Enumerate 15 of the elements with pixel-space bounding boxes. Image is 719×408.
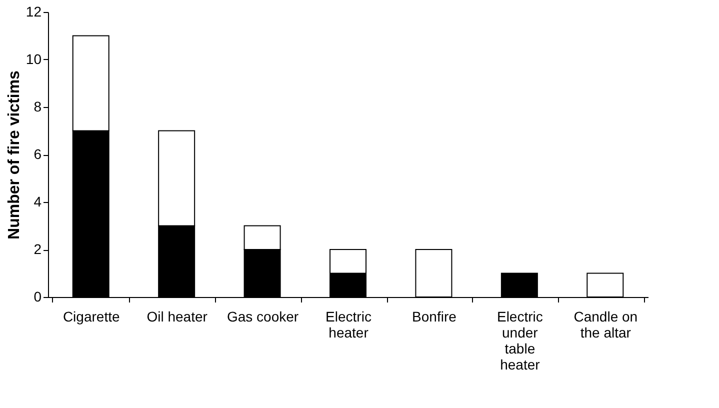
x-tick-label: Candle on the altar — [574, 308, 638, 340]
y-tick-label: 8 — [34, 98, 42, 114]
y-tick-label: 6 — [34, 146, 42, 162]
y-tick-label: 4 — [34, 194, 42, 210]
x-tick-label: Electric heater — [326, 308, 372, 340]
x-tick-label: Bonfire — [412, 308, 457, 324]
x-tick-label: Cigarette — [62, 308, 120, 324]
y-tick-label: 2 — [34, 241, 42, 257]
x-tick-label: Electric under table heater — [496, 308, 543, 372]
y-axis-title: Number of fire victims — [6, 70, 23, 240]
y-tick-label: 0 — [34, 288, 42, 304]
y-tick-label: 10 — [26, 51, 42, 67]
x-tick-label: Gas cooker — [226, 308, 299, 324]
x-tick-label: Oil heater — [146, 308, 208, 324]
y-tick-label: 12 — [26, 4, 42, 20]
